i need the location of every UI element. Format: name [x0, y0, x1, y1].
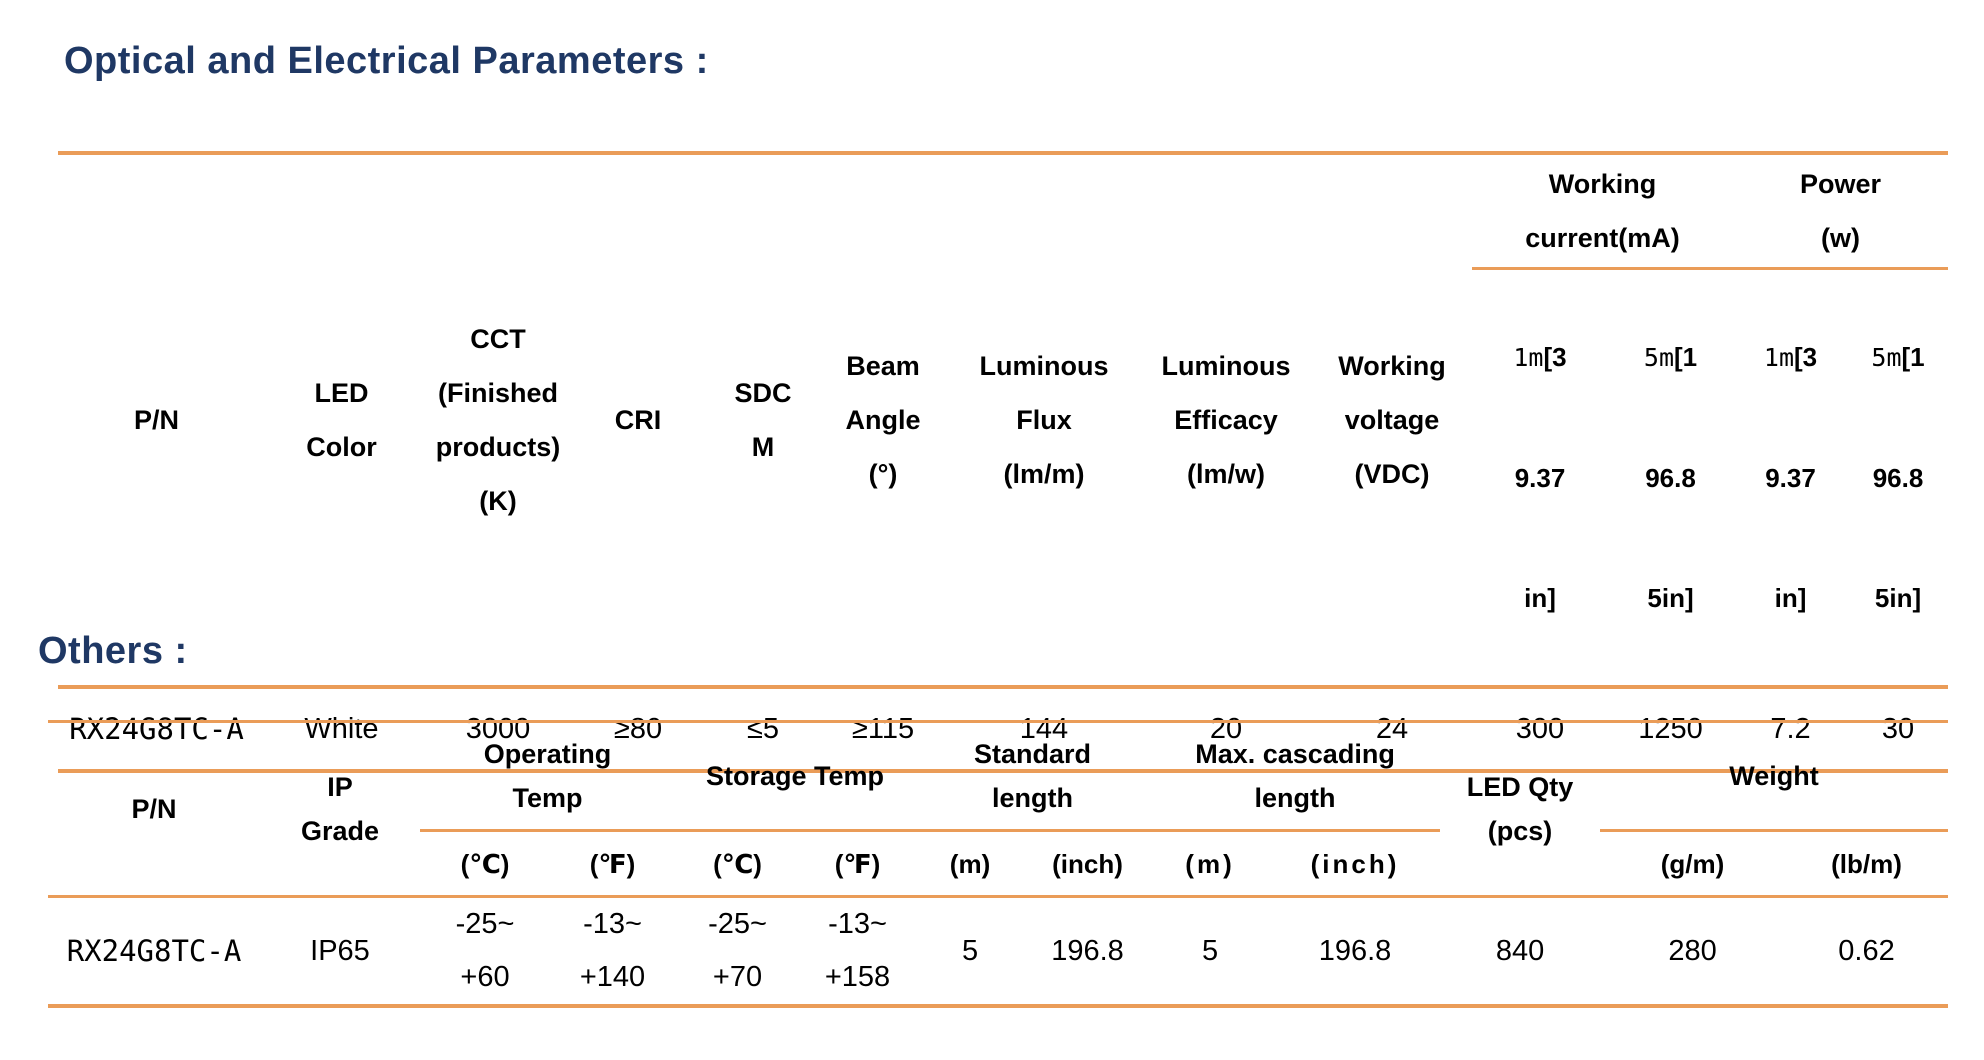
- cell-standard-inch: 196.8: [1025, 896, 1151, 1008]
- subcol-length-rest: [3: [1543, 342, 1567, 372]
- subcol-line-1: 1m[3: [1733, 324, 1848, 391]
- optical-subcol-power-1m: 1m[3 9.37 in]: [1733, 268, 1849, 689]
- others-table-wrapper: P/N IP Grade Operating Temp Storage Temp…: [48, 720, 1949, 1008]
- others-group-operating-temp: Operating Temp: [420, 721, 676, 832]
- optical-table-header: P/N LED Color CCT (Finished products) (K…: [58, 153, 1949, 689]
- others-col-ip-grade: IP Grade: [260, 721, 420, 898]
- subcol-length-rest: [3: [1794, 342, 1818, 372]
- cell-ip-grade: IP65: [260, 896, 420, 1008]
- subcol-line-1: 1m[3: [1472, 324, 1608, 391]
- optical-col-luminous-efficacy: Luminous Efficacy (lm/w): [1140, 153, 1312, 689]
- subcol-line-3: in]: [1524, 583, 1556, 613]
- section-title-others: Others :: [38, 630, 188, 672]
- others-col-pn: P/N: [48, 721, 260, 898]
- cell-weight-lbm: 0.62: [1785, 896, 1949, 1008]
- subcol-length-prefix: 1m: [1513, 343, 1544, 372]
- optical-group-working-current: Working current(mA): [1472, 153, 1734, 270]
- optical-group-power: Power (w): [1733, 153, 1949, 270]
- section-title-optical-electrical: Optical and Electrical Parameters :: [64, 40, 709, 82]
- others-subcol-weight-lbm: (lb/m): [1785, 830, 1949, 898]
- optical-subcol-power-5m: 5m[1 96.8 5in]: [1848, 268, 1949, 689]
- others-group-max-cascading-length: Max. cascading length: [1150, 721, 1441, 832]
- others-subcol-storage-celsius: (℃): [675, 830, 801, 898]
- others-subcol-operating-fahrenheit: (℉): [550, 830, 676, 898]
- subcol-length-rest: [1: [1674, 342, 1698, 372]
- others-header-row-subcolumns: (℃) (℉) (℃) (℉) (m) (inch) (m) (inch) (g…: [48, 830, 1949, 898]
- others-table-body: RX24G8TC-A IP65 -25~ +60 -13~ +140 -25~ …: [48, 896, 1949, 1008]
- optical-col-sdcm: SDC M: [708, 153, 818, 689]
- optical-col-working-voltage: Working voltage (VDC): [1312, 153, 1472, 689]
- cell-operating-celsius: -25~ +60: [420, 896, 550, 1008]
- cell-standard-m: 5: [915, 896, 1026, 1008]
- others-subcol-standard-inch: (inch): [1025, 830, 1151, 898]
- subcol-line-1: 5m[1: [1848, 324, 1948, 391]
- optical-header-row-subcolumns: 1m[3 9.37 in] 5m[1 96.8 5in] 1m[3 9.37 i…: [58, 268, 1949, 689]
- others-col-led-qty: LED Qty (pcs): [1440, 721, 1601, 898]
- subcol-length-prefix: 1m: [1763, 343, 1794, 372]
- subcol-length-prefix: 5m: [1643, 343, 1674, 372]
- optical-col-cri: CRI: [568, 153, 708, 689]
- cell-storage-celsius: -25~ +70: [675, 896, 801, 1008]
- subcol-line-2: 9.37: [1514, 463, 1566, 493]
- optical-subcol-current-5m: 5m[1 96.8 5in]: [1608, 268, 1734, 689]
- others-table-header: P/N IP Grade Operating Temp Storage Temp…: [48, 721, 1949, 898]
- optical-col-pn: P/N: [58, 153, 255, 689]
- others-group-weight: Weight: [1600, 721, 1949, 832]
- others-subcol-cascading-m: (m): [1150, 830, 1271, 898]
- cell-storage-fahrenheit: -13~ +158: [800, 896, 916, 1008]
- optical-electrical-table-wrapper: P/N LED Color CCT (Finished products) (K…: [58, 151, 1949, 773]
- others-subcol-storage-fahrenheit: (℉): [800, 830, 916, 898]
- others-group-storage-temp: Storage Temp: [675, 721, 916, 832]
- cell-cascading-inch: 196.8: [1270, 896, 1441, 1008]
- subcol-line-3: 5in]: [1647, 583, 1694, 613]
- subcol-length-prefix: 5m: [1871, 343, 1902, 372]
- subcol-line-2: 9.37: [1765, 463, 1816, 493]
- optical-col-cct: CCT (Finished products) (K): [428, 153, 568, 689]
- others-subcol-standard-m: (m): [915, 830, 1026, 898]
- cell-pn: RX24G8TC-A: [48, 896, 260, 1008]
- subcol-line-1: 5m[1: [1608, 324, 1733, 391]
- cell-weight-gm: 280: [1600, 896, 1786, 1008]
- subcol-line-3: 5in]: [1874, 583, 1922, 613]
- cell-cascading-m: 5: [1150, 896, 1271, 1008]
- others-subcol-weight-gm: (g/m): [1600, 830, 1786, 898]
- others-header-row-groups: P/N IP Grade Operating Temp Storage Temp…: [48, 721, 1949, 898]
- optical-col-beam-angle: Beam Angle (°): [818, 153, 948, 689]
- others-table: P/N IP Grade Operating Temp Storage Temp…: [48, 720, 1949, 1008]
- optical-subcol-current-1m: 1m[3 9.37 in]: [1472, 268, 1608, 689]
- optical-col-led-color: LED Color: [255, 153, 428, 689]
- cell-led-qty: 840: [1440, 896, 1601, 1008]
- optical-col-luminous-flux: Luminous Flux (lm/m): [948, 153, 1140, 689]
- subcol-length-rest: [1: [1901, 342, 1925, 372]
- subcol-line-2: 96.8: [1872, 463, 1924, 493]
- optical-electrical-table: P/N LED Color CCT (Finished products) (K…: [58, 151, 1949, 773]
- others-data-row: RX24G8TC-A IP65 -25~ +60 -13~ +140 -25~ …: [48, 896, 1949, 1008]
- subcol-line-3: in]: [1774, 583, 1807, 613]
- others-group-standard-length: Standard length: [915, 721, 1151, 832]
- others-subcol-operating-celsius: (℃): [420, 830, 550, 898]
- optical-header-row-groups: P/N LED Color CCT (Finished products) (K…: [58, 153, 1949, 689]
- subcol-line-2: 96.8: [1645, 463, 1696, 493]
- cell-operating-fahrenheit: -13~ +140: [550, 896, 676, 1008]
- others-subcol-cascading-inch: (inch): [1270, 830, 1441, 898]
